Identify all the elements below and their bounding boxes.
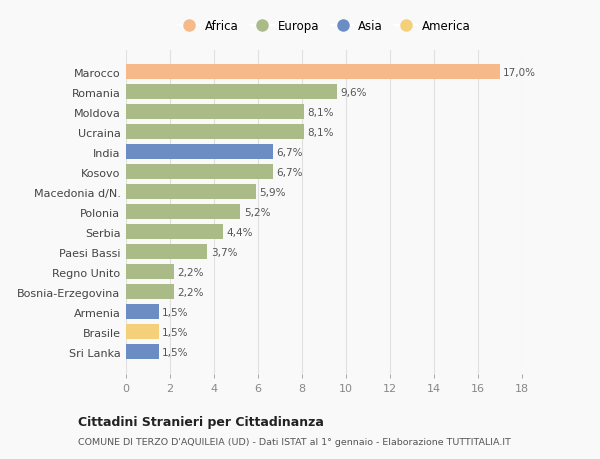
Text: COMUNE DI TERZO D'AQUILEIA (UD) - Dati ISTAT al 1° gennaio - Elaborazione TUTTIT: COMUNE DI TERZO D'AQUILEIA (UD) - Dati I… bbox=[78, 437, 511, 446]
Text: 5,9%: 5,9% bbox=[259, 187, 286, 197]
Bar bbox=[126, 145, 274, 160]
Text: 2,2%: 2,2% bbox=[178, 287, 204, 297]
Text: 8,1%: 8,1% bbox=[308, 128, 334, 138]
Text: 8,1%: 8,1% bbox=[308, 107, 334, 118]
Bar bbox=[126, 225, 223, 240]
Legend: Africa, Europa, Asia, America: Africa, Europa, Asia, America bbox=[175, 17, 473, 35]
Bar bbox=[126, 265, 175, 280]
Text: 1,5%: 1,5% bbox=[162, 327, 189, 337]
Text: 4,4%: 4,4% bbox=[226, 227, 253, 237]
Bar bbox=[126, 304, 159, 319]
Bar bbox=[126, 105, 304, 120]
Bar bbox=[126, 344, 159, 359]
Bar bbox=[126, 285, 175, 300]
Bar bbox=[126, 185, 256, 200]
Text: 17,0%: 17,0% bbox=[503, 67, 536, 78]
Text: 5,2%: 5,2% bbox=[244, 207, 270, 217]
Bar bbox=[126, 325, 159, 340]
Text: 1,5%: 1,5% bbox=[162, 307, 189, 317]
Text: 2,2%: 2,2% bbox=[178, 267, 204, 277]
Text: Cittadini Stranieri per Cittadinanza: Cittadini Stranieri per Cittadinanza bbox=[78, 415, 324, 428]
Bar bbox=[126, 245, 208, 260]
Bar bbox=[126, 125, 304, 140]
Bar bbox=[126, 205, 241, 220]
Text: 6,7%: 6,7% bbox=[277, 147, 303, 157]
Bar bbox=[126, 65, 500, 80]
Text: 6,7%: 6,7% bbox=[277, 168, 303, 177]
Bar bbox=[126, 85, 337, 100]
Text: 9,6%: 9,6% bbox=[341, 88, 367, 98]
Text: 3,7%: 3,7% bbox=[211, 247, 237, 257]
Text: 1,5%: 1,5% bbox=[162, 347, 189, 357]
Bar bbox=[126, 165, 274, 180]
